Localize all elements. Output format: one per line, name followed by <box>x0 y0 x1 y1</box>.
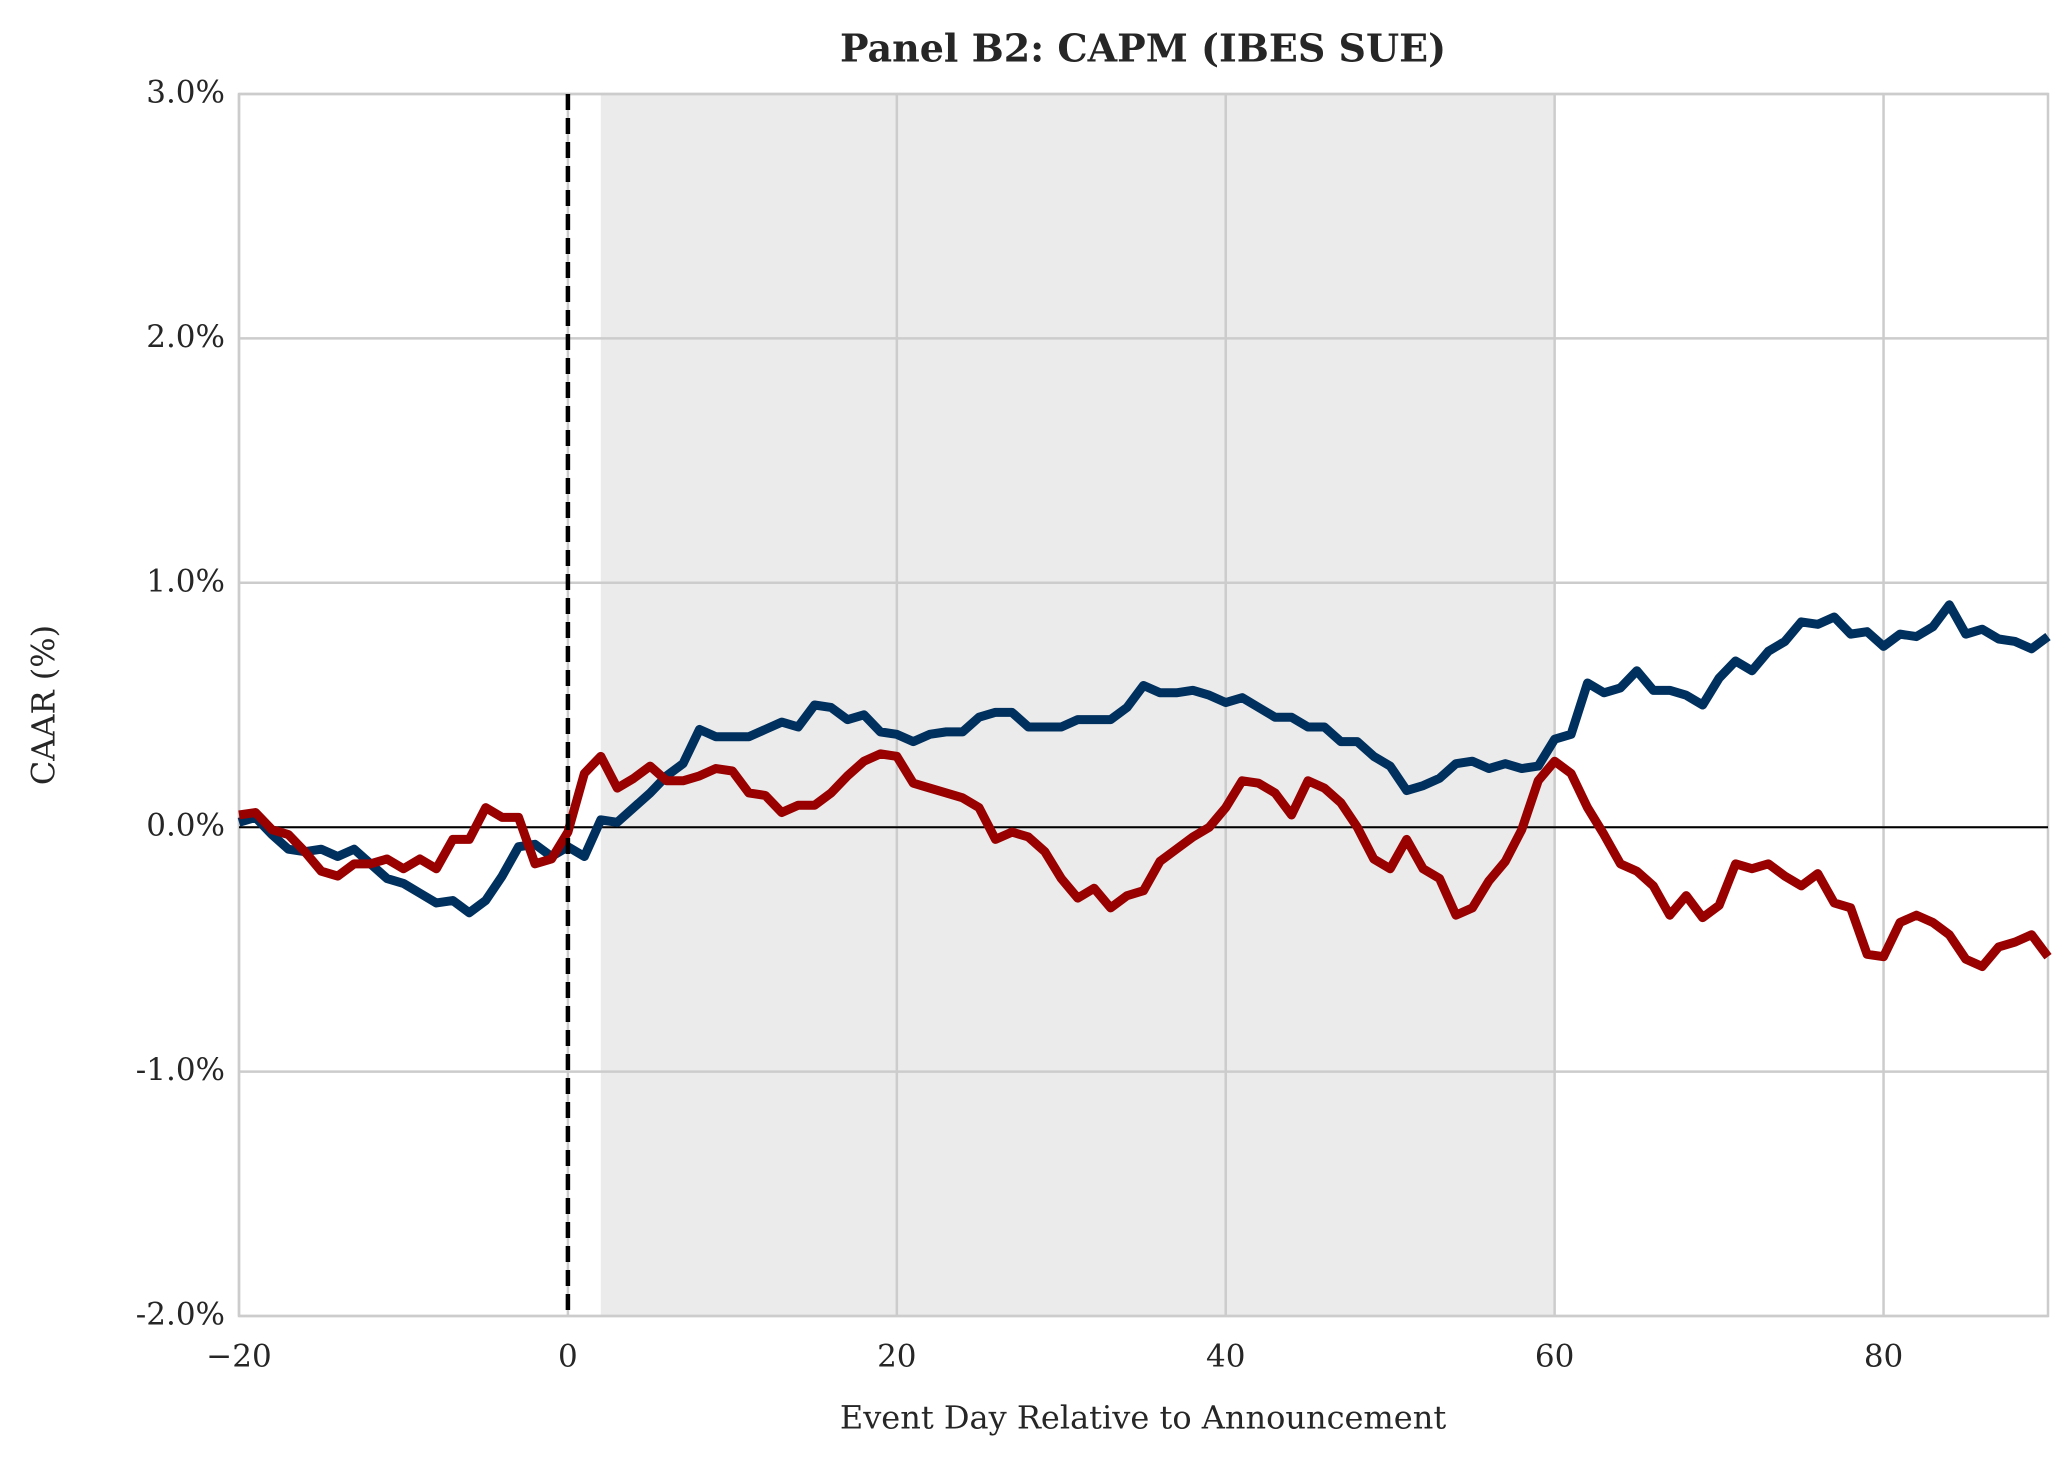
x-tick-label: −20 <box>206 1339 271 1375</box>
series-line <box>238 749 2052 972</box>
x-tick-label: 0 <box>558 1339 578 1375</box>
shaded-span <box>600 94 1555 1316</box>
series-line <box>237 600 2051 918</box>
y-tick-label: -2.0% <box>136 1297 225 1333</box>
x-axis-label: Event Day Relative to Announcement <box>840 1399 1446 1437</box>
plot-frame <box>237 92 2050 1318</box>
chart-title: Panel B2: CAPM (IBES SUE) <box>840 26 1446 71</box>
x-tick-label: 20 <box>877 1339 916 1375</box>
y-tick-label: 2.0% <box>146 319 225 355</box>
y-tick-label: 3.0% <box>146 75 225 111</box>
y-tick-label: -1.0% <box>136 1052 225 1088</box>
x-tick-label: 60 <box>1535 1339 1574 1375</box>
x-tick-label: 80 <box>1864 1339 1903 1375</box>
x-tick-label: 40 <box>1206 1339 1245 1375</box>
y-axis-label: CAAR (%) <box>25 625 63 785</box>
y-tick-label: 0.0% <box>146 808 225 844</box>
y-tick-label: 1.0% <box>146 563 225 599</box>
